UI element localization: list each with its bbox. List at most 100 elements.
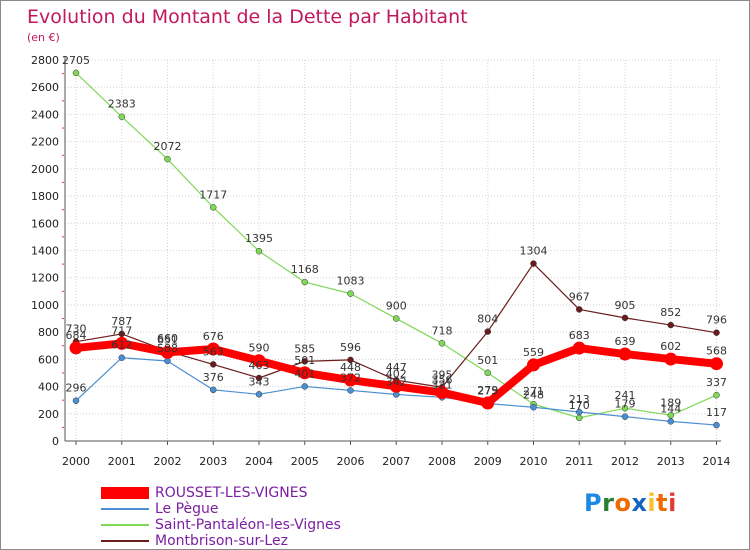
data-point <box>710 357 723 371</box>
x-tick-label: 2003 <box>199 455 227 468</box>
data-point <box>347 290 354 297</box>
data-point <box>118 354 125 361</box>
data-point <box>576 408 583 416</box>
legend-swatch <box>101 487 149 499</box>
y-tick-label: 2200 <box>31 136 59 149</box>
y-tick-label: 1600 <box>31 217 59 230</box>
data-point <box>210 204 217 211</box>
data-point <box>301 358 308 365</box>
data-label: 684 <box>66 329 87 342</box>
data-point <box>347 387 354 394</box>
logo-letter: o <box>614 489 632 517</box>
data-label: 1717 <box>199 188 227 201</box>
data-label: 501 <box>477 354 498 367</box>
data-label: 559 <box>523 346 544 359</box>
data-label: 651 <box>157 333 178 346</box>
data-point <box>393 315 400 322</box>
data-point <box>298 366 312 380</box>
data-point <box>301 278 308 286</box>
legend-item: ROUSSET-LES-VIGNES <box>101 485 401 501</box>
data-label: 596 <box>340 341 361 354</box>
axes <box>62 56 721 445</box>
data-point <box>118 330 125 338</box>
data-label: 568 <box>706 345 727 358</box>
x-tick-label: 2009 <box>474 455 502 468</box>
data-point <box>484 369 491 377</box>
data-label: 660 <box>157 332 178 345</box>
data-labels: 684 717 651 676 590 501 448 402 356 279 559 683 639 6… <box>62 54 727 419</box>
data-point <box>252 354 266 368</box>
x-tick-label: 2001 <box>108 455 136 468</box>
data-point <box>210 386 217 394</box>
x-tick-label: 2002 <box>154 455 182 468</box>
data-label: 279 <box>477 384 498 397</box>
data-label: 117 <box>706 406 727 419</box>
data-label: 2705 <box>62 54 90 67</box>
data-label: 2383 <box>108 98 136 111</box>
data-label: 275 <box>477 385 498 398</box>
data-point <box>484 328 491 335</box>
data-label: 342 <box>386 375 407 388</box>
data-label: 241 <box>615 389 636 402</box>
data-point <box>576 414 583 422</box>
data-point <box>664 352 678 366</box>
data-label: 321 <box>432 378 453 391</box>
data-point <box>618 347 632 361</box>
data-label: 170 <box>569 399 590 412</box>
data-point <box>347 356 354 364</box>
series-1 <box>72 354 720 429</box>
data-point <box>621 413 629 420</box>
data-label: 730 <box>66 323 87 336</box>
y-tick-label: 1800 <box>31 190 59 203</box>
data-label: 612 <box>111 339 132 352</box>
data-point <box>713 391 720 399</box>
data-label: 588 <box>157 342 178 355</box>
series-3 <box>72 260 720 391</box>
y-tick-label: 2800 <box>31 54 59 67</box>
data-label: 356 <box>432 374 453 387</box>
logo-letter: i <box>668 489 677 517</box>
x-tick-label: 2005 <box>291 455 319 468</box>
x-tick-label: 2008 <box>428 455 456 468</box>
data-point <box>210 361 217 368</box>
data-point <box>576 306 583 313</box>
y-tick-label: 1200 <box>31 272 59 285</box>
x-tick-label: 2011 <box>565 455 593 468</box>
data-point <box>72 69 80 77</box>
logo-letter: P <box>584 489 603 517</box>
data-label: 900 <box>386 300 407 313</box>
data-label: 447 <box>386 361 407 374</box>
logo-letter: r <box>602 489 615 517</box>
data-point <box>118 113 125 120</box>
proxiti-logo: Proxiti <box>584 489 677 517</box>
data-point <box>164 155 171 163</box>
y-tick-label: 800 <box>38 326 59 339</box>
data-label: 448 <box>340 361 361 374</box>
data-point <box>72 397 80 404</box>
y-tick-label: 1400 <box>31 245 59 258</box>
data-label: 463 <box>249 359 270 372</box>
data-point <box>206 342 220 356</box>
x-tick-label: 2010 <box>520 455 548 468</box>
tick-labels: 0 200 400 600 800 1000 1200 1400 1600 1800 2000 220… <box>31 54 731 468</box>
data-label: 639 <box>615 335 636 348</box>
grid <box>65 59 721 441</box>
data-label: 585 <box>294 342 315 355</box>
data-label: 563 <box>203 345 224 358</box>
y-tick-label: 200 <box>38 408 59 421</box>
data-point <box>621 404 629 412</box>
legend-item: Saint-Pantaléon-les-Vignes <box>101 517 401 533</box>
data-point <box>572 341 586 355</box>
x-tick-label: 2007 <box>382 455 410 468</box>
data-label: 796 <box>706 314 727 327</box>
x-tick-label: 2013 <box>657 455 685 468</box>
legend-swatch <box>101 524 149 526</box>
y-tick-label: 1000 <box>31 299 59 312</box>
data-label: 967 <box>569 290 590 303</box>
data-point <box>527 358 540 372</box>
data-label: 296 <box>66 382 87 395</box>
data-point <box>438 340 446 347</box>
data-label: 1304 <box>520 245 548 258</box>
data-label: 676 <box>203 330 224 343</box>
